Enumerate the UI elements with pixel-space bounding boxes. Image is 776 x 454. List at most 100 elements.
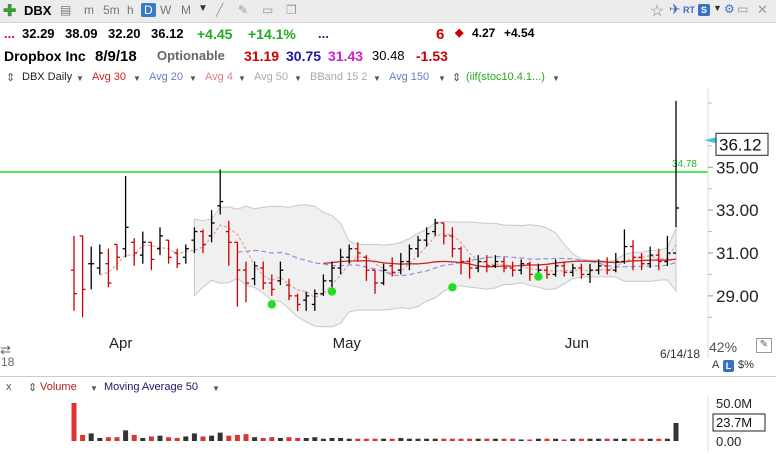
note-icon[interactable]: ▭ [262, 3, 274, 17]
volume-bar [570, 438, 576, 441]
refresh-icon[interactable]: ⇄ [0, 342, 11, 357]
star-icon[interactable]: ☆ [650, 3, 665, 20]
legend-avg50[interactable]: Avg 50 [254, 71, 289, 83]
ohlc-bar [131, 238, 138, 266]
ohlc-bar [234, 241, 241, 307]
tf-m2[interactable]: M [181, 3, 191, 17]
s-chevron-icon[interactable]: ▼ [713, 3, 722, 13]
pin-icon[interactable]: ✈ [669, 1, 681, 17]
chevron-down-icon[interactable]: ▼ [373, 74, 381, 83]
volume-bar [449, 438, 455, 441]
volume-bar [234, 434, 240, 441]
ohlc-bar [406, 244, 413, 271]
chevron-down-icon[interactable]: ▼ [76, 74, 84, 83]
volume-tick-label: 50.0M [716, 396, 752, 411]
ohlc-bar [483, 255, 490, 273]
pencil-icon[interactable]: ✎ [756, 338, 772, 353]
volume-bar [553, 438, 559, 441]
legend-avg30[interactable]: Avg 30 [92, 71, 127, 83]
volume-bar [363, 438, 369, 441]
ohlc-bar [354, 242, 361, 262]
quote2-v4: 30.48 [372, 48, 405, 63]
volume-bar [621, 438, 627, 441]
ohlc-bar [475, 255, 482, 273]
ohlc-bar [363, 255, 370, 281]
chevron-down-icon[interactable]: ▼ [238, 74, 246, 83]
ohlc-bar [415, 235, 421, 258]
move-icon[interactable]: ⇕ [452, 72, 462, 84]
vol-x-label[interactable]: x [6, 381, 12, 393]
tf-d[interactable]: D [141, 3, 156, 17]
ohlc-bar [191, 227, 198, 253]
print-icon[interactable]: ▤ [60, 3, 72, 17]
legend-bband[interactable]: BBand 15 2 [310, 71, 368, 83]
volume-bar [148, 436, 154, 441]
last-volume-box [712, 413, 766, 432]
tf-m[interactable]: m [84, 3, 94, 17]
legend-avg4[interactable]: Avg 4 [205, 71, 233, 83]
chevron-down-icon[interactable]: ▼ [133, 74, 141, 83]
s-button[interactable]: S [698, 4, 710, 16]
ohlc-bar [96, 244, 103, 275]
legend-volume[interactable]: Volume [40, 381, 77, 393]
chevron-down-icon[interactable]: ▼ [294, 74, 302, 83]
close-icon[interactable]: ✕ [757, 2, 768, 17]
minimize-icon[interactable]: ▭ [737, 2, 749, 16]
legend-dbx-daily[interactable]: DBX Daily [22, 71, 73, 83]
ohlc-bar [157, 227, 163, 256]
chevron-down-icon[interactable]: ▼ [198, 3, 208, 14]
legend-avg150[interactable]: Avg 150 [389, 71, 430, 83]
price-axis: 35.00 33.00 31.00 29.00 36.12 [704, 102, 769, 318]
volume-bar [157, 435, 163, 441]
legend-avg20[interactable]: Avg 20 [149, 71, 184, 83]
ohlc-bar [380, 263, 387, 286]
ohlc-bar [174, 248, 181, 268]
optionable-label: Optionable [157, 48, 225, 63]
chevron-down-icon[interactable]: ▼ [90, 384, 98, 393]
ohlc-bar [303, 291, 310, 311]
edit-icon[interactable]: ✎ [238, 3, 249, 17]
volume-chart[interactable]: 50.0M 0.00 23.7M [0, 396, 776, 452]
ohlc-bar [88, 246, 95, 290]
volume-bar [71, 403, 77, 441]
signal-dot [267, 300, 276, 309]
move-icon[interactable]: ⇕ [28, 382, 38, 394]
volume-bar [510, 438, 516, 441]
chevron-down-icon[interactable]: ▼ [552, 74, 560, 83]
tf-w[interactable]: W [160, 3, 172, 17]
volume-bar [252, 437, 258, 441]
auto-label[interactable]: A [712, 359, 720, 371]
price-tick-label: 35.00 [716, 158, 759, 177]
avg4-line [99, 224, 677, 299]
chevron-down-icon[interactable]: ▼ [438, 74, 446, 83]
volume-bar [501, 438, 507, 441]
volume-bar [527, 439, 533, 441]
price-tick-label: 33.00 [716, 201, 759, 220]
quote2-v1: 31.19 [244, 48, 280, 64]
legend-custom-study[interactable]: (iif(stoc10.4.1...) [466, 71, 545, 83]
volume-bar [320, 438, 326, 441]
log-button[interactable]: L [723, 360, 734, 372]
tf-5m[interactable]: 5m [103, 3, 120, 17]
tf-h[interactable]: h [127, 3, 134, 17]
copy-icon[interactable]: ❐ [286, 3, 297, 17]
ohlc-bar [320, 274, 327, 296]
chevron-down-icon[interactable]: ▼ [189, 74, 197, 83]
last-volume-label: 23.7M [716, 415, 752, 430]
volume-bar [355, 438, 361, 441]
zoom-pct[interactable]: 42% [709, 339, 738, 355]
add-icon[interactable]: ✚ [3, 3, 17, 20]
rt-label[interactable]: RT [683, 5, 695, 15]
draw-line-icon[interactable]: ╱ [216, 3, 224, 17]
time-axis-label: Apr [109, 335, 132, 352]
price-chart[interactable]: 34.78 35.00 33.00 31.00 29.00 36.12 Apr May Ju… [0, 88, 776, 358]
volume-bar [415, 438, 421, 441]
quote-low: 32.20 [108, 26, 141, 41]
volume-bar [613, 438, 619, 441]
scale-pct-label[interactable]: $% [738, 359, 754, 371]
symbol-label[interactable]: DBX [24, 3, 52, 18]
settings-icon[interactable]: ⚙ [724, 2, 735, 16]
chevron-down-icon[interactable]: ▼ [212, 384, 220, 393]
move-icon[interactable]: ⇕ [6, 72, 16, 84]
legend-ma50[interactable]: Moving Average 50 [104, 381, 198, 393]
